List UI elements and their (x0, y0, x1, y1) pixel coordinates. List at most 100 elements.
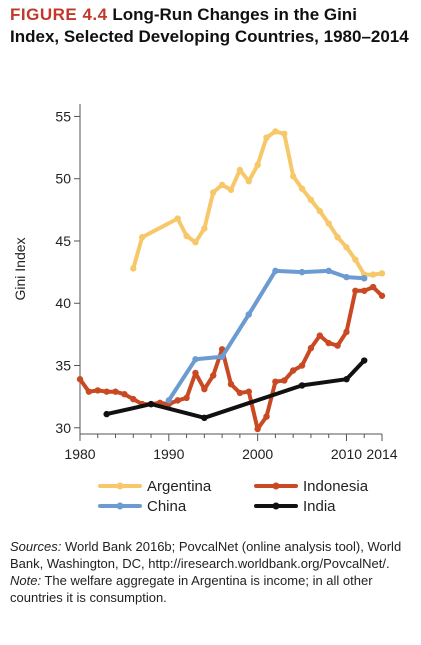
data-point-indonesia (378, 292, 386, 299)
sources-label: Sources: (10, 539, 62, 554)
data-point-india (103, 410, 110, 418)
data-point-argentina (325, 220, 332, 227)
data-point-indonesia (316, 332, 324, 339)
data-point-argentina (289, 173, 297, 180)
data-point-argentina (378, 270, 386, 277)
data-point-indonesia (130, 395, 137, 403)
data-point-indonesia (334, 342, 341, 349)
data-point-india (201, 414, 208, 422)
figure-title: FIGURE 4.4 Long-Run Changes in the Gini … (10, 4, 410, 48)
data-point-argentina (183, 232, 190, 240)
x-tick-label: 1980 (64, 446, 95, 462)
figure-number: FIGURE 4.4 (10, 5, 108, 24)
legend-marker-argentina (116, 482, 124, 490)
data-point-indonesia (281, 377, 288, 384)
sources-note: Sources: World Bank 2016b; PovcalNet (on… (10, 538, 410, 572)
gini-line-chart: 30 35 40 45 50 55 1980 1990 2000 2010 2014 Gini Ind… (12, 104, 398, 515)
data-point-indonesia (103, 388, 110, 395)
note-text: The welfare aggregate in Argentina is in… (10, 573, 373, 605)
y-tick-label: 45 (55, 233, 71, 249)
data-point-indonesia (85, 388, 93, 395)
data-point-indonesia (94, 387, 101, 394)
data-point-argentina (298, 185, 306, 192)
legend-marker-india (272, 502, 280, 510)
y-tick-label: 55 (55, 108, 71, 124)
data-point-indonesia (263, 413, 270, 420)
data-point-china (165, 397, 173, 404)
data-point-argentina (352, 256, 359, 263)
x-tick-label: 2010 (331, 446, 362, 462)
data-point-argentina (307, 196, 315, 204)
y-axis-label: Gini Index (12, 237, 28, 300)
data-point-argentina (174, 215, 181, 222)
data-point-china (192, 356, 199, 363)
legend-label-india: India (303, 498, 336, 515)
data-point-argentina (138, 234, 146, 241)
data-point-china (325, 267, 332, 275)
data-point-indonesia (254, 425, 261, 433)
data-point-china (272, 267, 279, 275)
data-point-indonesia (343, 328, 350, 336)
data-point-india (147, 400, 155, 408)
y-tick-label: 40 (55, 295, 71, 311)
data-point-argentina (236, 166, 244, 174)
data-point-indonesia (183, 394, 190, 402)
data-point-argentina (192, 239, 199, 246)
note-label: Note: (10, 573, 42, 588)
figure-notes: Sources: World Bank 2016b; PovcalNet (on… (10, 538, 410, 606)
data-point-argentina (130, 265, 137, 272)
y-tick-label: 35 (55, 358, 71, 374)
data-point-argentina (245, 178, 252, 185)
data-point-india (298, 382, 306, 389)
x-tick-label: 1990 (153, 446, 184, 462)
x-tick-label: 2014 (366, 446, 397, 462)
figure-title-text: Long-Run Changes in the Gini Index, Sele… (10, 5, 409, 46)
y-tick-label: 30 (55, 420, 71, 436)
series-line-argentina (131, 129, 384, 277)
legend-marker-china (116, 502, 124, 510)
data-point-argentina (369, 271, 377, 278)
data-point-argentina (227, 186, 235, 194)
data-point-indonesia (210, 372, 217, 379)
data-point-china (218, 353, 226, 360)
welfare-note: Note: The welfare aggregate in Argentina… (10, 572, 410, 606)
series-line-india (104, 358, 367, 420)
data-point-indonesia (352, 287, 359, 294)
data-point-indonesia (325, 339, 332, 347)
legend-label-china: China (147, 498, 187, 515)
data-point-indonesia (227, 380, 235, 388)
data-point-indonesia (121, 390, 128, 398)
data-point-argentina (254, 161, 261, 169)
data-point-indonesia (245, 388, 252, 395)
data-point-china (298, 268, 306, 276)
data-point-argentina (218, 181, 226, 189)
data-point-indonesia (112, 388, 119, 395)
data-point-indonesia (201, 385, 208, 393)
data-point-indonesia (76, 376, 84, 383)
legend-marker-indonesia (272, 482, 280, 490)
data-point-argentina (281, 130, 288, 138)
data-point-argentina (272, 128, 279, 135)
data-point-china (361, 275, 368, 282)
data-point-indonesia (236, 389, 244, 397)
data-point-indonesia (289, 367, 297, 374)
data-point-indonesia (307, 344, 315, 352)
data-point-indonesia (361, 287, 368, 294)
data-point-indonesia (369, 283, 377, 291)
data-point-argentina (201, 225, 208, 232)
data-point-india (343, 376, 350, 383)
data-point-china (245, 311, 252, 318)
legend-label-indonesia: Indonesia (303, 478, 369, 495)
y-tick-label: 50 (55, 171, 71, 187)
data-point-argentina (343, 244, 350, 251)
legend-label-argentina: Argentina (147, 478, 212, 495)
data-point-argentina (316, 207, 324, 215)
data-point-argentina (334, 234, 341, 241)
data-point-indonesia (192, 369, 199, 377)
x-tick-label: 2000 (242, 446, 273, 462)
data-point-argentina (210, 189, 217, 196)
data-point-china (343, 273, 350, 281)
sources-text: World Bank 2016b; PovcalNet (online anal… (10, 539, 402, 571)
data-point-indonesia (272, 378, 279, 385)
data-point-indonesia (174, 397, 181, 404)
